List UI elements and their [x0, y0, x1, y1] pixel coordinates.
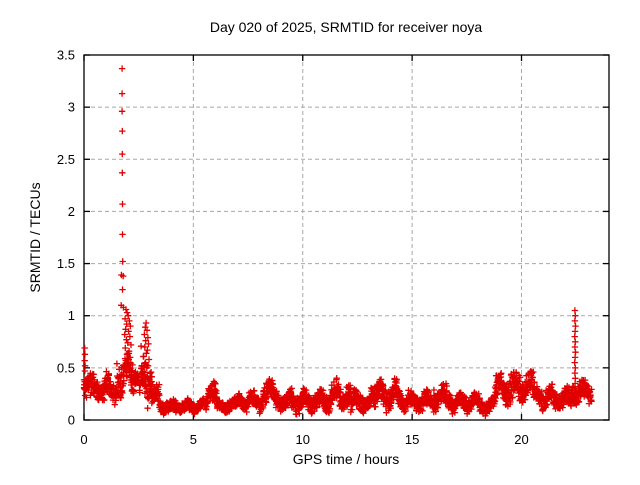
chart-title: Day 020 of 2025, SRMTID for receiver noy…: [210, 19, 483, 35]
x-axis-label: GPS time / hours: [293, 451, 400, 467]
y-tick-label: 1: [68, 308, 75, 323]
grid-layer: [84, 55, 609, 420]
y-tick-label: 2.5: [57, 152, 75, 167]
y-tick-label: 2: [68, 204, 75, 219]
y-tick-label: 3: [68, 100, 75, 115]
y-tick-label: 1.5: [57, 256, 75, 271]
tick-marks-layer: [83, 54, 609, 421]
tick-labels-layer: 0 5 10 15 20 0 0.5 1 1.5 2 2.5 3 3.5: [57, 48, 529, 448]
x-tick-label: 20: [514, 432, 528, 447]
x-tick-label: 5: [190, 432, 197, 447]
x-tick-label: 15: [405, 432, 419, 447]
y-tick-label: 0: [68, 413, 75, 428]
data-points-series: [80, 65, 595, 419]
plot-border: [83, 54, 610, 421]
y-tick-label: 0.5: [57, 360, 75, 375]
x-tick-label: 10: [296, 432, 310, 447]
y-tick-label: 3.5: [57, 48, 75, 63]
y-axis-label: SRMTID / TECUs: [27, 182, 43, 292]
x-tick-label: 0: [80, 432, 87, 447]
